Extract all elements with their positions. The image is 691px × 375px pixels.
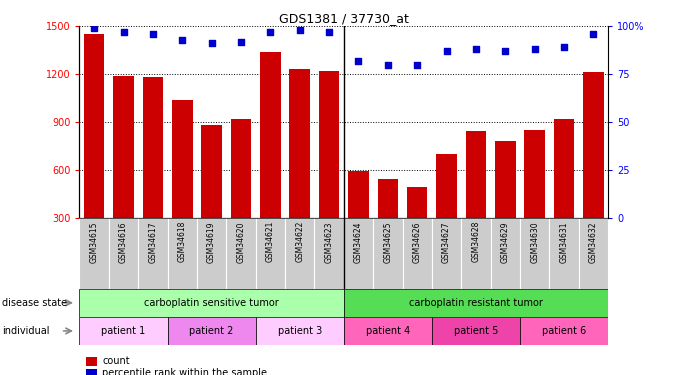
Bar: [553, 118, 574, 266]
Text: carboplatin sensitive tumor: carboplatin sensitive tumor: [144, 298, 279, 308]
Text: carboplatin resistant tumor: carboplatin resistant tumor: [409, 298, 543, 308]
Bar: [373, 217, 402, 289]
Point: [206, 40, 217, 46]
Bar: [201, 125, 222, 266]
Text: count: count: [102, 357, 130, 366]
Point: [353, 58, 364, 64]
Text: patient 3: patient 3: [278, 326, 322, 336]
Bar: [319, 71, 339, 266]
Bar: [256, 217, 285, 289]
Point: [558, 44, 569, 50]
Bar: [142, 77, 163, 266]
Bar: [402, 217, 432, 289]
Bar: [79, 217, 109, 289]
Text: GSM34625: GSM34625: [384, 221, 392, 262]
Point: [147, 31, 158, 37]
Bar: [197, 217, 227, 289]
Text: individual: individual: [2, 326, 50, 336]
Bar: [314, 217, 343, 289]
Bar: [348, 171, 369, 266]
Text: patient 5: patient 5: [454, 326, 498, 336]
Text: GSM34628: GSM34628: [471, 221, 480, 262]
Bar: [344, 217, 373, 289]
Bar: [432, 317, 520, 345]
Text: GSM34619: GSM34619: [207, 221, 216, 262]
Text: GSM34623: GSM34623: [325, 221, 334, 262]
Bar: [138, 217, 167, 289]
Text: GSM34622: GSM34622: [295, 221, 304, 262]
Text: GSM34616: GSM34616: [119, 221, 128, 262]
Point: [323, 29, 334, 35]
Text: GSM34629: GSM34629: [501, 221, 510, 262]
Point: [88, 25, 100, 31]
Bar: [578, 217, 608, 289]
Bar: [79, 289, 344, 317]
Bar: [260, 52, 281, 266]
Text: GSM34626: GSM34626: [413, 221, 422, 262]
Bar: [109, 217, 138, 289]
Point: [588, 31, 599, 37]
Text: patient 1: patient 1: [102, 326, 146, 336]
Bar: [520, 317, 608, 345]
Bar: [407, 187, 428, 266]
Bar: [377, 179, 398, 266]
Bar: [290, 69, 310, 266]
Point: [265, 29, 276, 35]
Bar: [167, 317, 256, 345]
Text: GSM34615: GSM34615: [90, 221, 99, 262]
Bar: [436, 154, 457, 266]
Bar: [344, 289, 608, 317]
Bar: [462, 217, 491, 289]
Bar: [113, 76, 134, 266]
Point: [412, 62, 423, 68]
Text: GSM34627: GSM34627: [442, 221, 451, 262]
Point: [471, 46, 482, 52]
Bar: [432, 217, 462, 289]
Bar: [227, 217, 256, 289]
Text: GSM34630: GSM34630: [530, 221, 539, 262]
Bar: [520, 217, 549, 289]
Text: GSM34632: GSM34632: [589, 221, 598, 262]
Bar: [172, 100, 193, 266]
Bar: [491, 217, 520, 289]
Text: GSM34621: GSM34621: [266, 221, 275, 262]
Point: [382, 62, 393, 68]
Bar: [84, 34, 104, 266]
Text: patient 6: patient 6: [542, 326, 586, 336]
Text: GSM34617: GSM34617: [149, 221, 158, 262]
Bar: [344, 317, 432, 345]
Bar: [231, 120, 252, 266]
Bar: [495, 141, 515, 266]
Text: patient 4: patient 4: [366, 326, 410, 336]
Bar: [79, 317, 167, 345]
Text: GSM34620: GSM34620: [236, 221, 245, 262]
Text: percentile rank within the sample: percentile rank within the sample: [102, 368, 267, 375]
Point: [529, 46, 540, 52]
Point: [441, 48, 452, 54]
Text: GSM34618: GSM34618: [178, 221, 187, 262]
Bar: [549, 217, 578, 289]
Text: disease state: disease state: [2, 298, 67, 308]
Bar: [583, 72, 604, 266]
Bar: [524, 130, 545, 266]
Text: GSM34624: GSM34624: [354, 221, 363, 262]
Bar: [466, 132, 486, 266]
Bar: [167, 217, 197, 289]
Point: [236, 39, 247, 45]
Text: GSM34631: GSM34631: [560, 221, 569, 262]
Point: [177, 37, 188, 43]
Point: [118, 29, 129, 35]
Text: patient 2: patient 2: [189, 326, 234, 336]
Bar: [256, 317, 344, 345]
Title: GDS1381 / 37730_at: GDS1381 / 37730_at: [279, 12, 408, 25]
Point: [294, 27, 305, 33]
Point: [500, 48, 511, 54]
Bar: [285, 217, 314, 289]
